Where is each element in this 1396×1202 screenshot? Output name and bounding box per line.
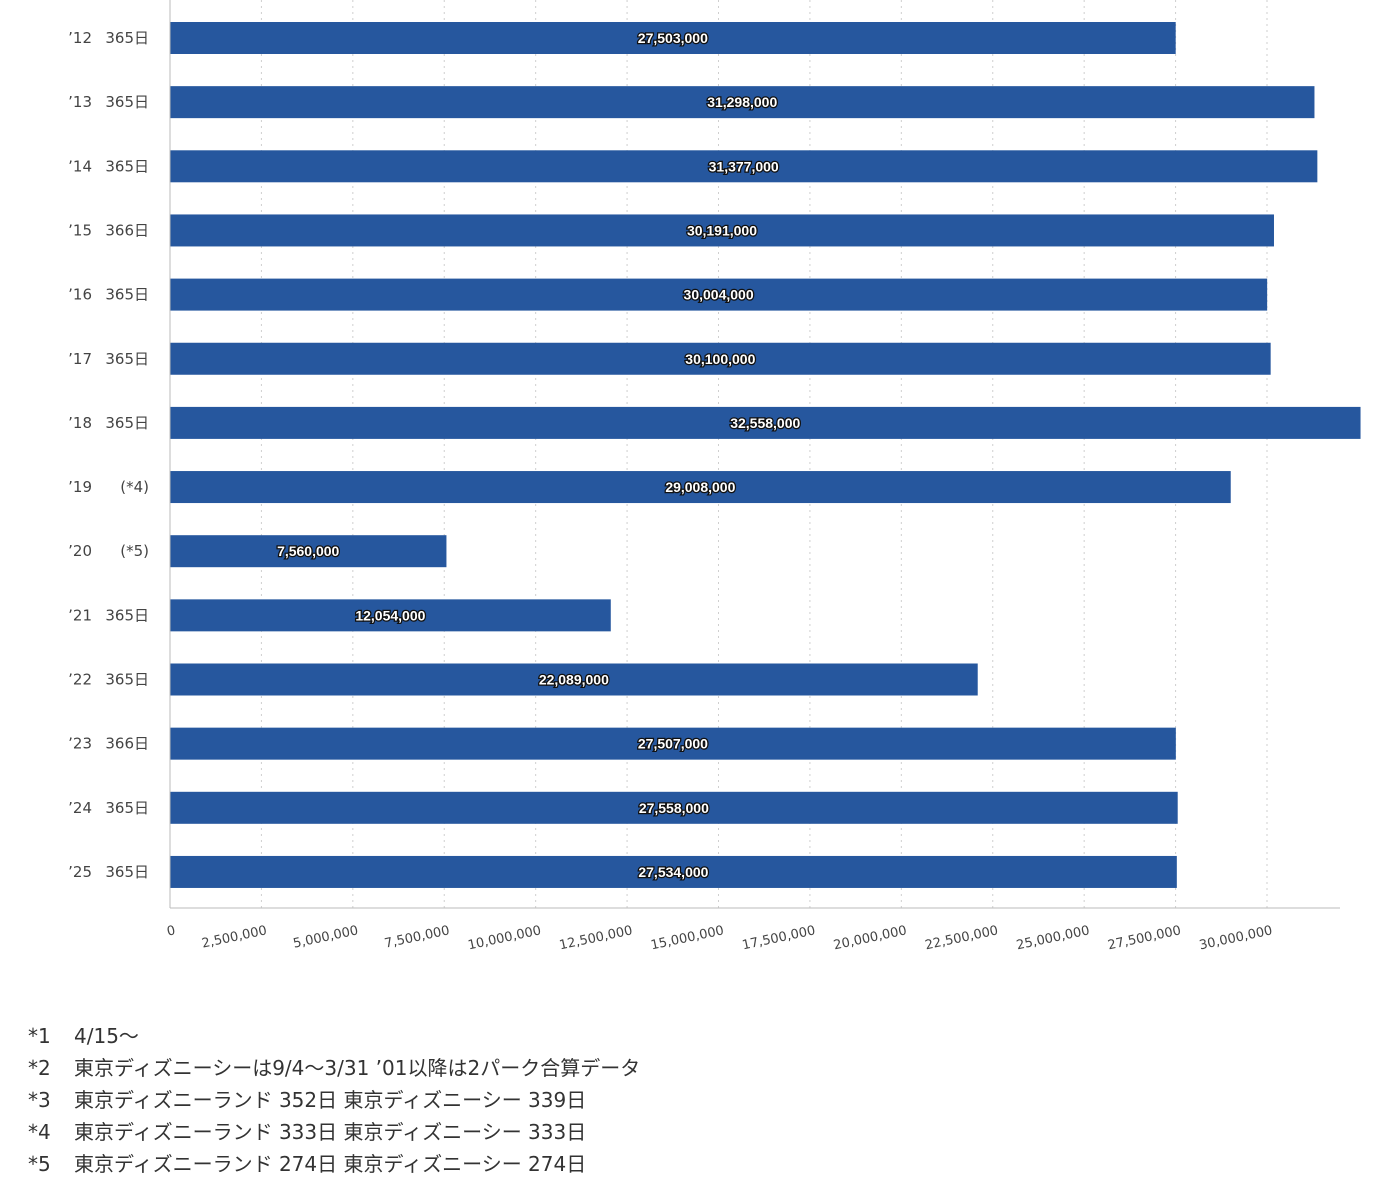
category-days-label: 365日 [105,414,149,432]
footnote: *4 東京ディズニーランド 333日 東京ディズニーシー 333日 [28,1116,640,1148]
bar-value-label: 27,507,000 [638,736,708,752]
category-year-label: ’15 [68,221,92,239]
bar [170,663,978,696]
footnote-text: 東京ディズニーランド 274日 東京ディズニーシー 274日 [74,1152,587,1176]
bar-value-label: 31,298,000 [707,94,777,110]
category-days-label: 365日 [105,799,149,817]
category-year-label: ’25 [68,863,92,881]
x-tick-label: 0 [166,923,177,939]
bar [170,855,1177,888]
bar-value-labels: 27,503,000 31,298,000 31,377,000 30,191,000… [276,29,802,882]
bar [170,278,1268,311]
footnote: *2 東京ディズニーシーは9/4〜3/31 ’01以降は2パーク合算データ [28,1052,640,1084]
footnote-mark: *4 [28,1120,51,1144]
category-labels: ’12 365日 ’13 365日 ’14 365日 ’15 366日 ’16 365日 ’17 36… [68,29,149,881]
bar [170,535,447,568]
x-tick-label: 25,000,000 [1015,923,1091,953]
footnote: *3 東京ディズニーランド 352日 東京ディズニーシー 339日 [28,1084,640,1116]
x-tick-label: 12,500,000 [558,923,634,953]
category-year-label: ’16 [68,286,92,304]
bar-value-label: 32,558,000 [730,415,800,431]
category-year-label: ’20 [68,542,92,560]
x-tick-labels: 0 2,500,000 5,000,000 7,500,000 10,000,000 12… [166,923,1274,953]
bar-value-label: 27,534,000 [638,864,708,880]
bar [170,791,1178,824]
category-year-label: ’21 [68,606,92,624]
category-days-label: 365日 [105,863,149,881]
category-year-label: ’24 [68,799,92,817]
footnote: *5 東京ディズニーランド 274日 東京ディズニーシー 274日 [28,1148,640,1180]
footnote-mark: *1 [28,1024,51,1048]
category-days-label: 366日 [105,735,149,753]
bar [170,342,1271,375]
category-days-label: 365日 [105,157,149,175]
bar [170,727,1176,760]
bar [170,22,1176,54]
bar [170,599,611,632]
bar [170,471,1231,504]
x-tick-label: 10,000,000 [467,923,543,953]
bar-value-label: 27,503,000 [638,30,708,46]
bar [170,214,1274,247]
category-year-label: ’14 [68,157,92,175]
bar-value-label: 30,100,000 [685,351,755,367]
x-tick-label: 2,500,000 [200,923,268,951]
bar-value-label: 31,377,000 [709,158,779,174]
footnote-text: 東京ディズニーシーは9/4〜3/31 ’01以降は2パーク合算データ [74,1056,641,1080]
x-tick-label: 15,000,000 [649,923,725,953]
category-days-label: (*5) [120,542,149,560]
bar-value-label: 12,054,000 [355,607,425,623]
x-tick-label: 5,000,000 [292,923,360,951]
bar-value-label: 22,089,000 [539,672,609,688]
x-tick-label: 27,500,000 [1106,923,1182,953]
x-tick-label: 17,500,000 [741,923,817,953]
category-days-label: 365日 [105,606,149,624]
category-year-label: ’12 [68,29,92,47]
category-year-label: ’22 [68,671,92,689]
bar-value-label: 27,558,000 [639,800,709,816]
bar-value-label: 30,004,000 [684,287,754,303]
category-days-label: 365日 [105,93,149,111]
footnote-mark: *5 [28,1152,51,1176]
category-days-label: 365日 [105,286,149,304]
chart-bars [170,22,1361,888]
attendance-bar-chart: ’12 365日 ’13 365日 ’14 365日 ’15 366日 ’16 365日 ’17 36… [68,0,1361,953]
bar-value-label: 29,008,000 [665,479,735,495]
bar [170,406,1361,439]
bar [170,86,1315,119]
bar [170,150,1318,183]
chart-axes [169,0,1340,909]
chart-gridlines [260,0,1268,908]
bar-value-label: 7,560,000 [277,543,339,559]
footnote-mark: *3 [28,1088,51,1112]
x-tick-label: 20,000,000 [832,923,908,953]
x-tick-label: 30,000,000 [1198,923,1274,953]
x-tick-label: 7,500,000 [383,923,451,951]
category-days-label: (*4) [120,478,149,496]
footnote-text: 東京ディズニーランド 333日 東京ディズニーシー 333日 [74,1120,587,1144]
category-year-label: ’13 [68,93,92,111]
footnote: *1 4/15〜 [28,1020,640,1052]
category-year-label: ’23 [68,735,92,753]
x-tick-label: 22,500,000 [924,923,1000,953]
category-year-label: ’17 [68,350,92,368]
footnote-text: 4/15〜 [74,1024,139,1048]
category-days-label: 365日 [105,671,149,689]
footnotes: *1 4/15〜 *2 東京ディズニーシーは9/4〜3/31 ’01以降は2パーク合算… [28,1020,640,1180]
bar-value-label: 30,191,000 [687,222,757,238]
category-year-label: ’18 [68,414,92,432]
footnote-text: 東京ディズニーランド 352日 東京ディズニーシー 339日 [74,1088,587,1112]
footnote-mark: *2 [28,1056,51,1080]
category-days-label: 366日 [105,221,149,239]
category-days-label: 365日 [105,29,149,47]
category-days-label: 365日 [105,350,149,368]
category-year-label: ’19 [68,478,92,496]
